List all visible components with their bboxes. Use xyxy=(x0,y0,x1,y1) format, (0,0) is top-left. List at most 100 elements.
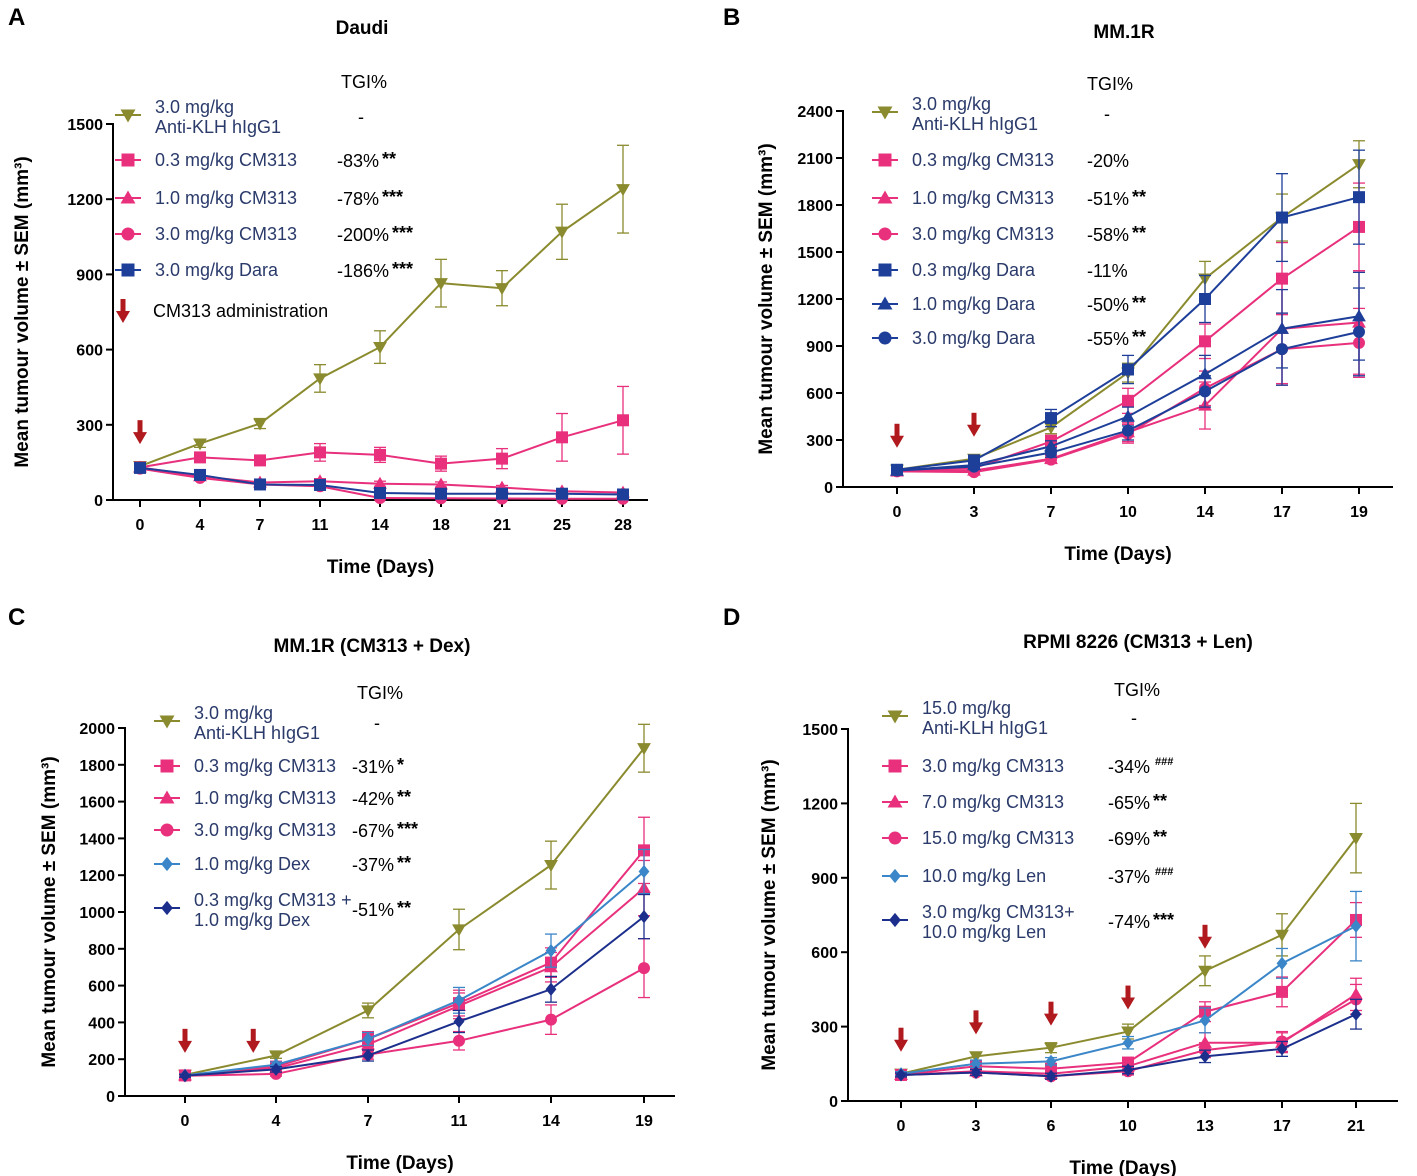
data-point xyxy=(254,454,266,467)
legend-marker xyxy=(120,109,136,123)
y-tick-label: 1200 xyxy=(79,868,115,885)
data-point xyxy=(314,446,326,459)
legend-label: 3.0 mg/kg Anti-KLH hIgG1 xyxy=(155,97,281,137)
data-point xyxy=(254,478,266,491)
y-tick-label: 1500 xyxy=(67,117,103,134)
x-tick-label: 21 xyxy=(1347,1118,1365,1135)
legend-label: 1.0 mg/kg Dex xyxy=(194,854,310,874)
tgi-value: -67% *** xyxy=(352,819,418,841)
data-point xyxy=(616,184,630,197)
dosing-arrow xyxy=(178,1028,192,1053)
data-point xyxy=(637,743,651,756)
x-tick-label: 7 xyxy=(256,517,265,534)
tgi-value: - xyxy=(358,107,364,127)
legend-label: 1.0 mg/kg CM313 xyxy=(155,188,297,208)
legend-marker xyxy=(887,794,903,808)
panel-d: D RPMI 8226 (CM313 + Len) 0 300 600 900 1200 15… xyxy=(723,604,1398,1176)
y-axis-label: Mean tumour volume ± SEM (mm³) xyxy=(759,759,780,1070)
legend-marker xyxy=(160,823,174,837)
legend-marker xyxy=(878,153,892,167)
legend: TGI% 3.0 mg/kg Anti-KLH hIgG1 - 0.3 mg/kg CM… xyxy=(872,74,1146,349)
data-point xyxy=(617,414,629,427)
data-point xyxy=(253,418,267,431)
data-point xyxy=(556,431,568,444)
tgi-value: -11% xyxy=(1087,261,1128,281)
x-tick-label: 17 xyxy=(1273,504,1291,521)
dosing-arrow xyxy=(133,420,147,445)
legend-marker xyxy=(889,868,901,884)
data-point xyxy=(1121,1026,1135,1039)
x-tick-label: 0 xyxy=(893,504,902,521)
y-tick-label: 1200 xyxy=(67,192,103,209)
data-point xyxy=(452,924,466,937)
tgi-value: - xyxy=(374,713,380,733)
dosing-arrow xyxy=(1121,985,1135,1010)
legend-label: 0.3 mg/kg CM313 xyxy=(155,150,297,170)
y-tick-label: 1200 xyxy=(797,292,833,309)
panel-label: C xyxy=(8,604,25,631)
data-point xyxy=(453,1014,465,1029)
tgi-value: - xyxy=(1131,708,1137,728)
y-tick-label: 1500 xyxy=(797,245,833,262)
y-tick-label: 1000 xyxy=(79,905,115,922)
data-point xyxy=(1045,412,1057,425)
y-tick-label: 900 xyxy=(811,871,838,888)
legend-label: 15.0 mg/kg Anti-KLH hIgG1 xyxy=(922,698,1048,738)
x-tick-label: 28 xyxy=(614,517,632,534)
x-tick-label: 21 xyxy=(493,517,511,534)
data-point xyxy=(1122,1063,1134,1077)
legend-marker xyxy=(877,106,893,120)
legend-marker xyxy=(878,263,892,277)
tgi-value: -20% xyxy=(1087,151,1129,171)
legend-label: 1.0 mg/kg CM313 xyxy=(912,188,1054,208)
data-point xyxy=(1276,985,1288,998)
data-point xyxy=(556,487,568,500)
series-2 xyxy=(134,385,629,474)
legend-label: 0.3 mg/kg CM313 xyxy=(194,756,336,776)
legend-label: 3.0 mg/kg CM313+ 10.0 mg/kg Len xyxy=(922,902,1075,942)
data-point xyxy=(1198,965,1212,978)
data-point xyxy=(194,451,206,464)
legend-marker xyxy=(159,790,175,804)
data-point xyxy=(1122,1036,1134,1050)
y-tick-label: 600 xyxy=(811,945,838,962)
x-tick-label: 25 xyxy=(553,517,571,534)
y-tick-label: 900 xyxy=(806,339,833,356)
x-tick-label: 19 xyxy=(1350,504,1368,521)
data-point xyxy=(313,373,327,386)
x-tick-label: 11 xyxy=(451,1113,468,1130)
tgi-value: -186% *** xyxy=(337,259,413,281)
x-axis-label: Time (Days) xyxy=(1064,544,1171,565)
x-tick-label: 6 xyxy=(1047,1118,1056,1135)
panel-label: B xyxy=(723,4,740,31)
data-point xyxy=(1275,929,1289,942)
data-point xyxy=(1199,1049,1211,1063)
legend-label: 0.3 mg/kg CM313 +1.0 mg/kg Dex xyxy=(194,890,352,930)
data-point xyxy=(638,962,650,975)
x-tick-label: 0 xyxy=(136,517,145,534)
x-tick-label: 19 xyxy=(635,1113,653,1130)
legend-label: 3.0 mg/kg Dara xyxy=(912,328,1036,348)
series-5 xyxy=(179,848,650,1082)
y-tick-label: 2400 xyxy=(797,104,833,121)
y-tick-label: 300 xyxy=(811,1020,838,1037)
y-tick-label: 400 xyxy=(88,1015,115,1032)
tgi-value: -55% ** xyxy=(1087,327,1146,349)
panel-c: C MM.1R (CM313 + Dex) 0 200 400 600 800 1000 120… xyxy=(8,604,675,1174)
series-line xyxy=(184,870,645,1077)
data-point xyxy=(453,1034,465,1047)
data-point xyxy=(434,477,448,490)
legend-label: 0.3 mg/kg CM313 xyxy=(912,150,1054,170)
series-6 xyxy=(179,893,650,1083)
chart-title: MM.1R xyxy=(1093,22,1155,43)
y-tick-label: 600 xyxy=(88,979,115,996)
data-point xyxy=(891,464,903,477)
data-point xyxy=(453,993,465,1007)
y-tick-label: 0 xyxy=(824,480,833,497)
x-tick-label: 4 xyxy=(196,517,205,534)
dosing-arrow xyxy=(1198,924,1212,949)
dosing-arrow xyxy=(894,1027,908,1052)
data-point xyxy=(970,1057,982,1071)
x-axis-label: Time (Days) xyxy=(346,1153,453,1174)
